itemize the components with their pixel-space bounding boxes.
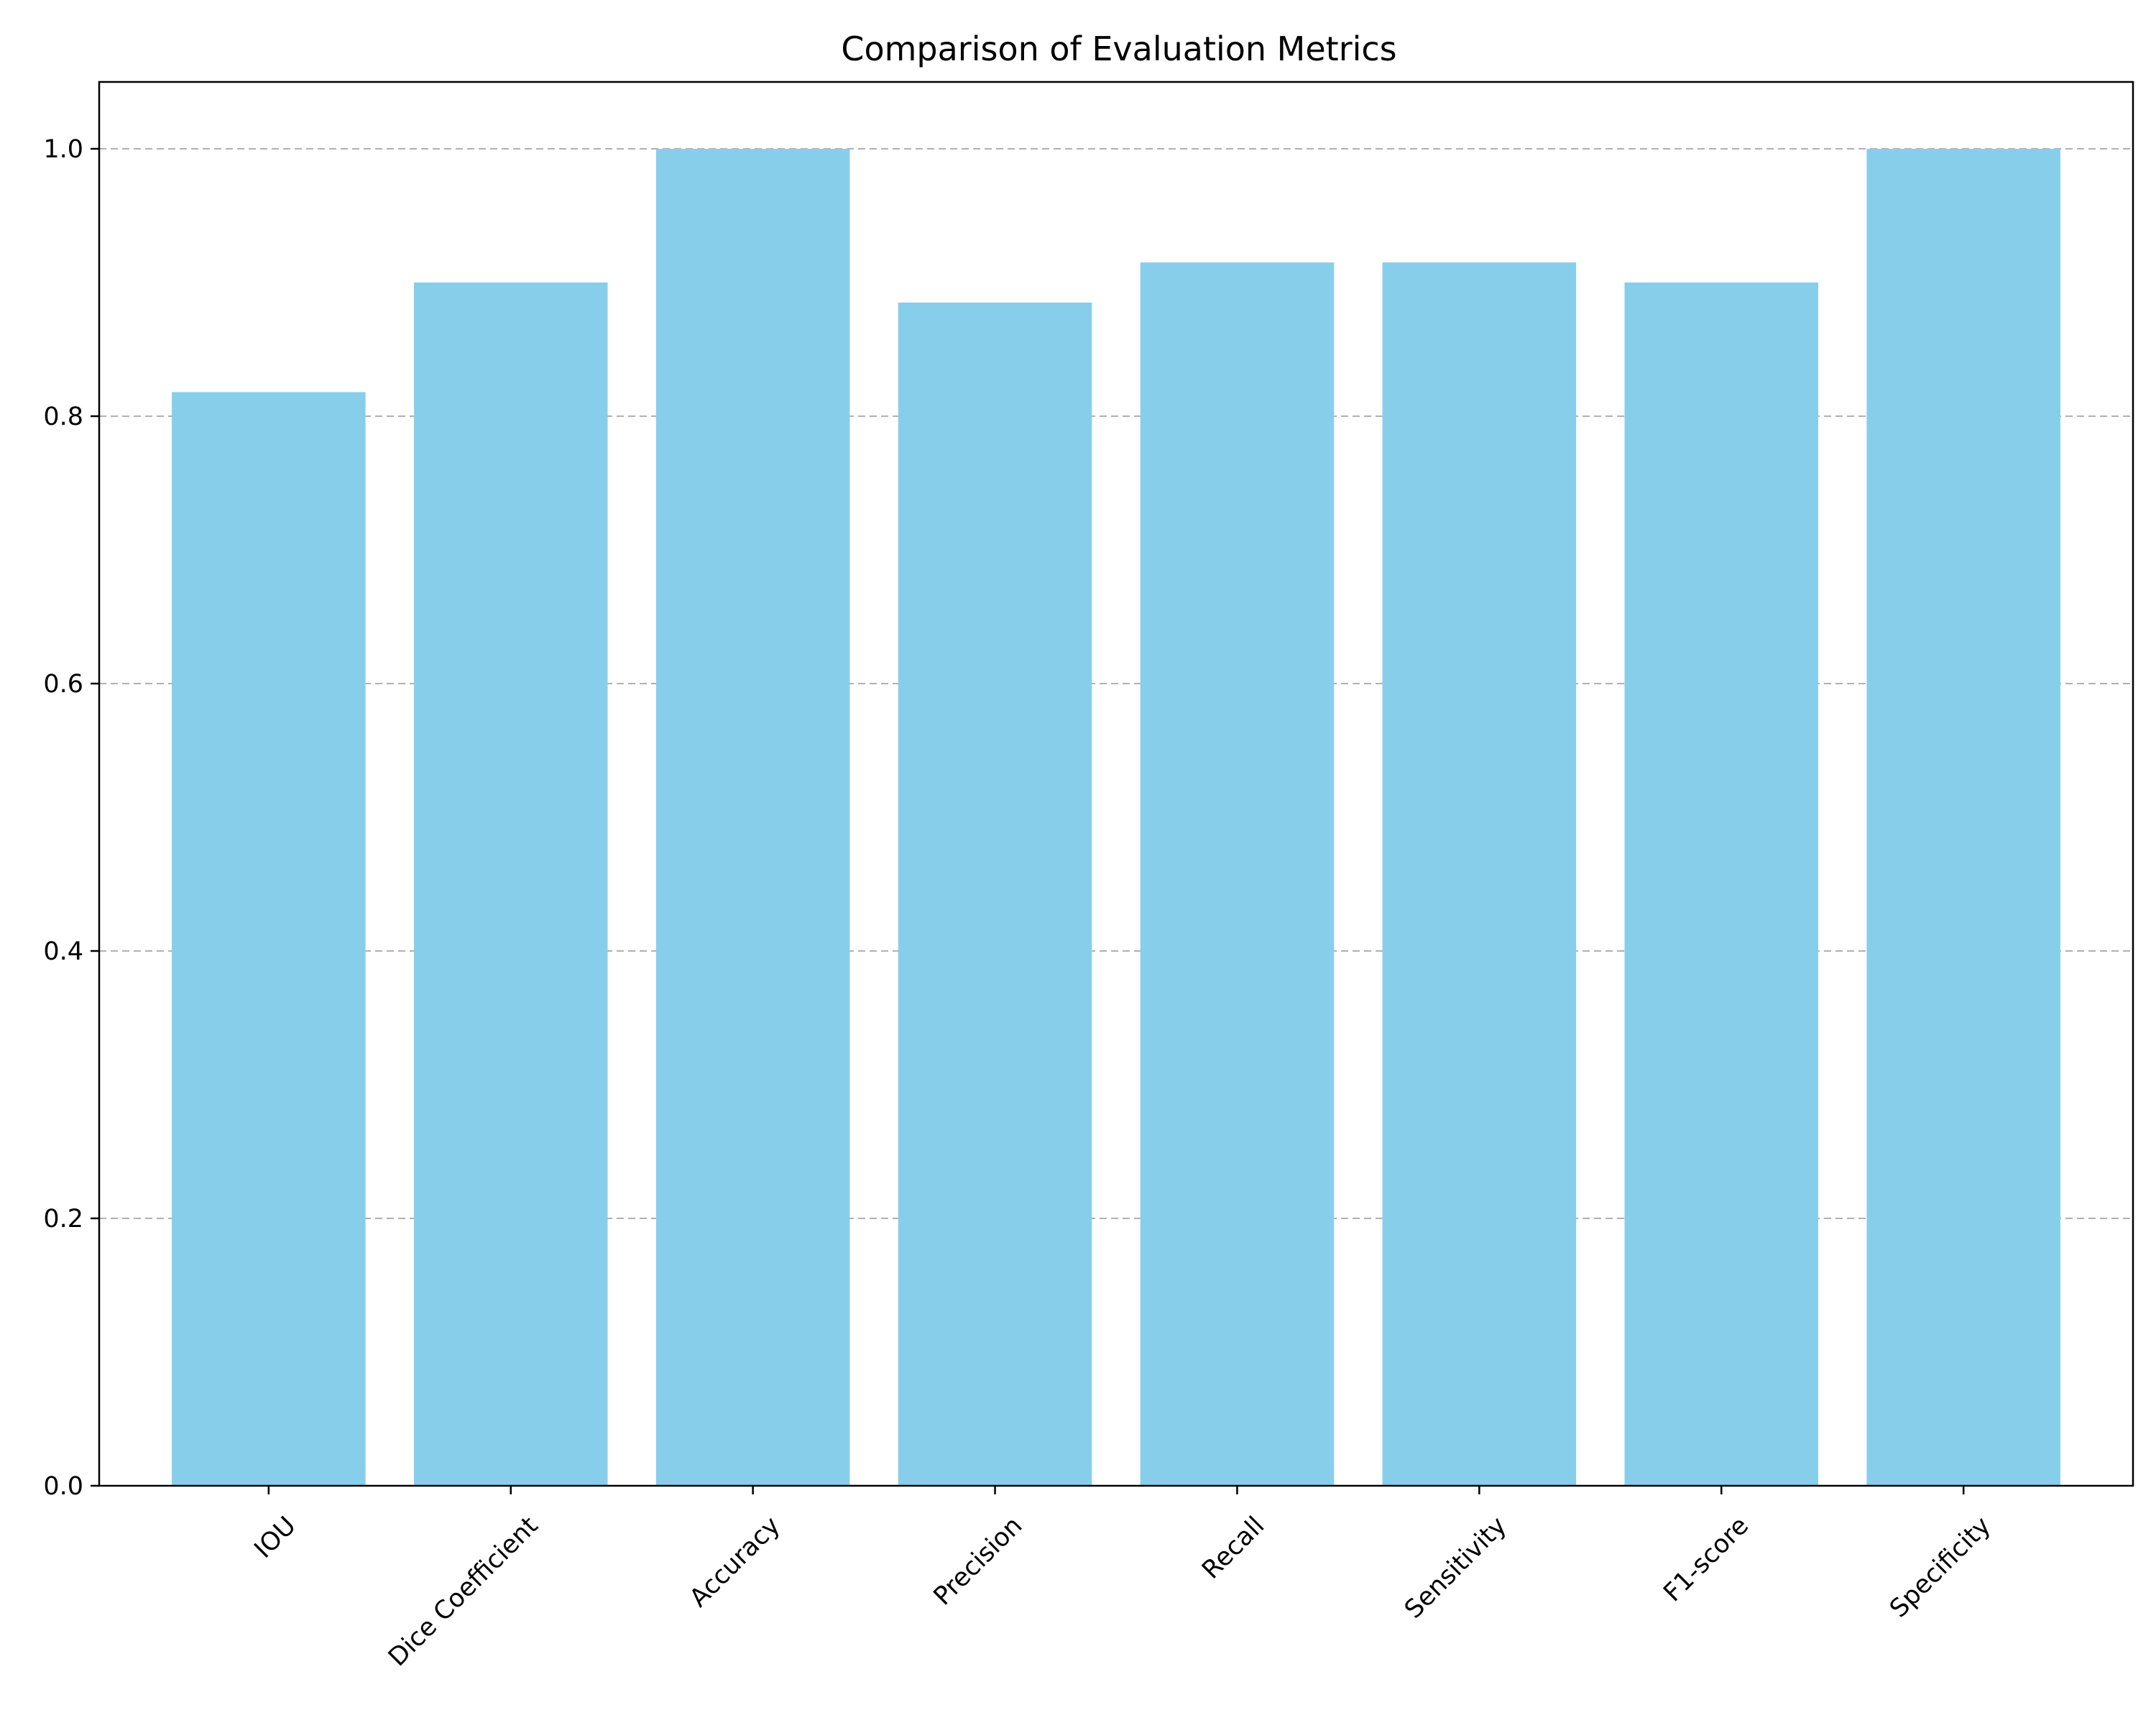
- y-tick-label: 0.2: [43, 1205, 83, 1233]
- bar-accuracy: [655, 149, 850, 1486]
- bar-recall: [1140, 262, 1335, 1486]
- y-tick-label: 0.6: [43, 670, 83, 699]
- chart-title: Comparison of Evaluation Metrics: [841, 29, 1396, 68]
- bar-iou: [172, 392, 366, 1486]
- bars: [172, 149, 2060, 1486]
- x-axis: IOU Dice Coefficient Accuracy Precision Reca…: [249, 1486, 1996, 1673]
- x-tick-label: Accuracy: [684, 1512, 786, 1613]
- bar-dice-coefficient: [413, 282, 608, 1486]
- x-tick-label: IOU: [249, 1512, 302, 1564]
- bar-precision: [898, 302, 1092, 1486]
- y-tick-label: 0.4: [43, 937, 83, 966]
- x-tick-label: Precision: [929, 1512, 1028, 1612]
- plot-area-frame: [98, 81, 2134, 1487]
- x-tick-label: F1-score: [1658, 1512, 1754, 1608]
- y-axis: 0.0 0.2 0.4 0.6 0.8 1.0: [43, 135, 99, 1501]
- x-tick-label: Dice Coefficient: [383, 1512, 544, 1673]
- x-tick-label: Sensitivity: [1399, 1512, 1512, 1624]
- bar-f1-score: [1624, 282, 1819, 1486]
- y-tick-label: 0.0: [43, 1472, 83, 1501]
- bar-sensitivity: [1382, 262, 1577, 1486]
- y-tick-label: 0.8: [43, 403, 83, 431]
- x-tick-label: Specificity: [1884, 1512, 1996, 1624]
- grid-lines: [99, 148, 2133, 1219]
- x-tick-label: Recall: [1197, 1512, 1270, 1585]
- y-tick-label: 1.0: [43, 135, 83, 164]
- bar-specificity: [1866, 149, 2060, 1486]
